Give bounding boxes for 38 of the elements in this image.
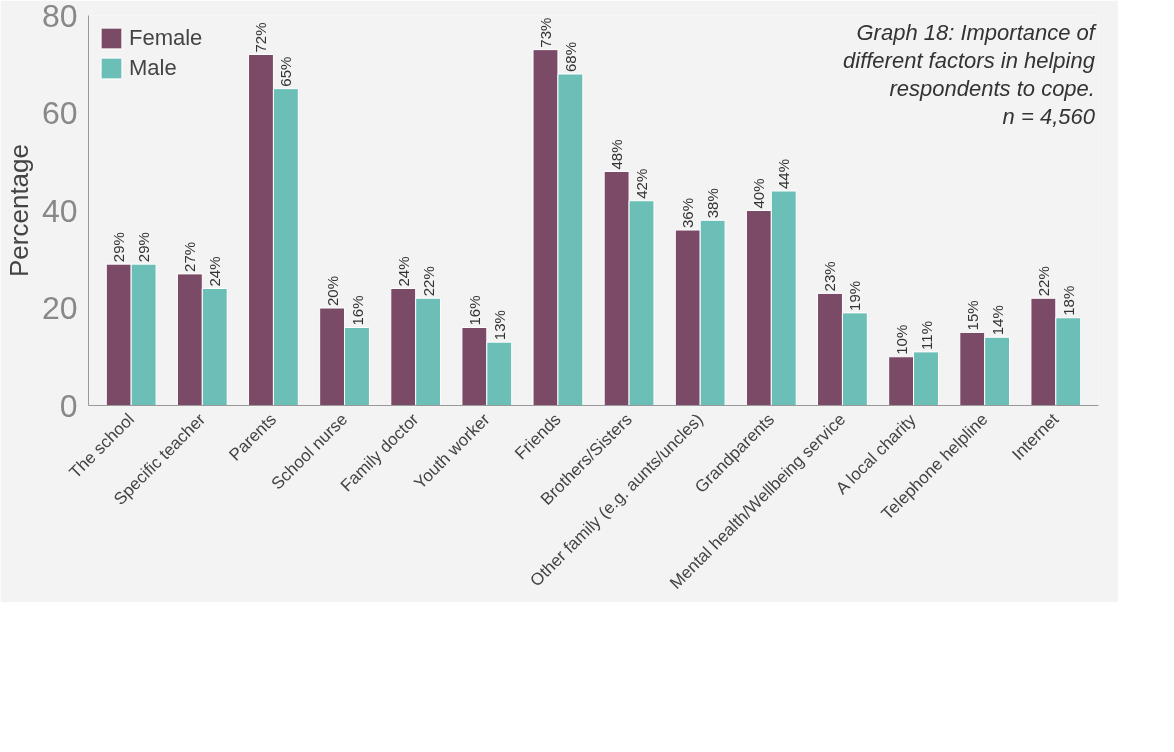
text: n = 4,560 [1002,103,1096,129]
data-label: 15% [963,300,981,331]
data-label: 24% [394,256,412,287]
data-label: 23% [821,261,839,292]
data-label: 24% [206,256,224,287]
data-label: 22% [1034,266,1052,297]
data-label: 36% [679,198,697,229]
data-label: 11% [917,321,935,350]
legend-label: Male [129,55,177,81]
text: Graph 18: Importance of different factors in helping respondents to cope. [843,19,1098,101]
data-label: 19% [846,280,864,311]
data-label: 42% [633,168,651,199]
data-label: 27% [181,241,199,272]
data-label: 16% [348,295,366,326]
y-tick-label: 20 [41,290,78,326]
data-label: 38% [704,188,722,219]
data-label: 20% [323,276,341,307]
data-label: 22% [419,266,437,297]
data-label: 13% [490,310,508,341]
y-tick-label: 0 [59,387,78,424]
legend-label: Female [129,25,203,51]
data-label: 72% [252,22,270,53]
data-label: 16% [465,295,483,326]
data-label: 29% [135,232,153,263]
data-label: 29% [110,232,128,263]
y-tick-label: 40 [41,192,78,229]
data-label: 40% [750,178,768,209]
data-label: 14% [988,305,1006,336]
data-label: 44% [775,159,793,190]
data-label: 10% [892,324,910,355]
data-label: 48% [608,139,626,170]
y-tick-label: 60 [41,95,78,131]
data-label: 73% [536,17,554,48]
y-axis-title: Percentage [3,144,34,277]
data-label: 18% [1059,285,1077,316]
data-label: 65% [277,56,295,87]
data-label: 68% [561,42,579,73]
y-tick-label: 80 [41,0,78,34]
